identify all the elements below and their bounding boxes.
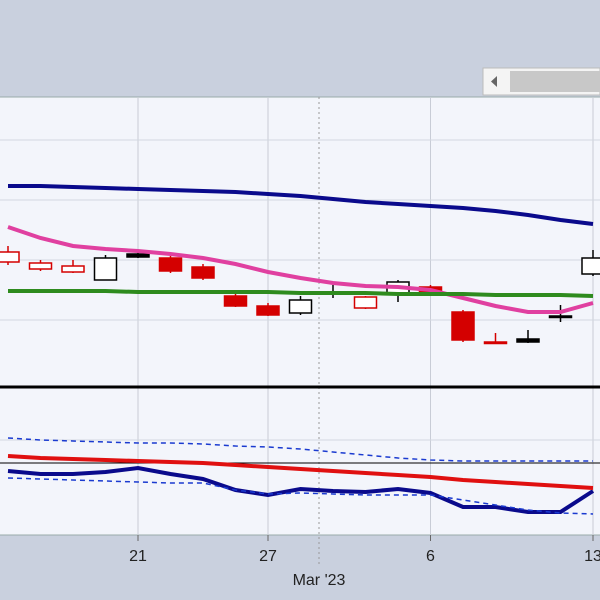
x-tick-label: 6 bbox=[426, 548, 435, 565]
scroll-left-arrow[interactable] bbox=[491, 76, 497, 87]
indicator-line bbox=[7, 477, 594, 515]
indicator-line bbox=[7, 454, 594, 490]
indicator-line bbox=[7, 225, 594, 314]
candle-body bbox=[61, 265, 85, 273]
candle-body bbox=[0, 251, 20, 263]
indicator-line bbox=[8, 289, 594, 298]
x-tick-label: 21 bbox=[129, 548, 147, 565]
candle-body bbox=[353, 296, 378, 309]
candle-body bbox=[93, 257, 118, 281]
indicator-line bbox=[7, 437, 593, 462]
indicator-line bbox=[7, 465, 595, 514]
month-label: Mar '23 bbox=[293, 572, 346, 589]
x-tick-label: 13 bbox=[584, 548, 600, 565]
candle-body bbox=[288, 299, 313, 314]
candle-body bbox=[483, 341, 508, 345]
candle-body bbox=[548, 315, 573, 319]
candle-body bbox=[516, 338, 540, 343]
candle-body bbox=[126, 253, 150, 258]
candle-body bbox=[158, 257, 183, 272]
x-tick-label: 27 bbox=[259, 548, 277, 565]
candle-body bbox=[223, 295, 248, 307]
candle-body bbox=[451, 311, 475, 341]
plot-area bbox=[0, 96, 600, 536]
candle-body bbox=[28, 262, 53, 270]
candle-body bbox=[256, 305, 280, 316]
candle-body bbox=[581, 257, 600, 275]
scroll-thumb[interactable] bbox=[510, 71, 600, 92]
candle-body bbox=[191, 266, 215, 279]
indicator-line bbox=[8, 184, 594, 226]
